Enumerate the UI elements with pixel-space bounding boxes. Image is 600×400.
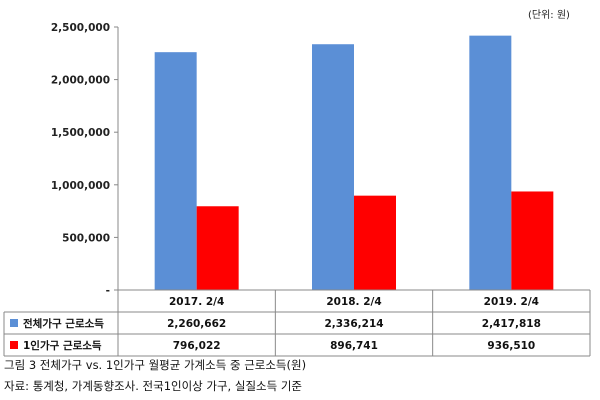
bar-1-3 [469,35,512,291]
bar-1-1 [154,52,197,290]
unit-label: (단위: 원) [528,10,570,21]
table-value-1-1: 2,260,662 [167,318,226,330]
bar-2-3 [511,191,554,290]
y-tick-label: 1,000,000 [51,180,110,192]
source-note: 자료: 통계청, 가계동향조사. 전국1인이상 가구, 실질소득 기준 [4,379,303,393]
bar-1-2 [312,44,354,290]
y-axis: - 500,000 1,000,000 1,500,000 2,000,000 2,500… [51,22,119,297]
legend-swatch-1 [10,319,18,327]
y-tick-label: - [106,285,110,297]
bar-2-1 [196,206,239,290]
y-tick-label: 500,000 [62,232,110,244]
legend-label-1: 전체가구 근로소득 [23,317,104,330]
x-category-label: 2019. 2/4 [484,296,539,308]
y-tick-label: 2,500,000 [51,22,110,34]
x-category-label: 2018. 2/4 [326,296,381,308]
figure-caption: 그림 3 전체가구 vs. 1인가구 월평균 가계소득 중 근로소득(원) [4,358,307,372]
y-tick-label: 2,000,000 [51,75,110,87]
table-value-1-3: 2,417,818 [482,318,541,330]
data-table: 2017. 2/4 2018. 2/4 2019. 2/4 전체가구 근로소득 2,26… [3,289,591,357]
bar-series-group [154,35,554,291]
x-category-label: 2017. 2/4 [169,296,224,308]
y-tick-label: 1,500,000 [51,127,110,139]
table-value-2-1: 796,022 [173,340,221,352]
table-value-1-2: 2,336,214 [324,318,383,330]
table-value-2-3: 936,510 [487,340,535,352]
table-value-2-2: 896,741 [330,340,378,352]
bar-2-2 [354,195,396,290]
legend-swatch-2 [10,341,18,349]
legend-label-2: 1인가구 근로소득 [23,339,102,352]
